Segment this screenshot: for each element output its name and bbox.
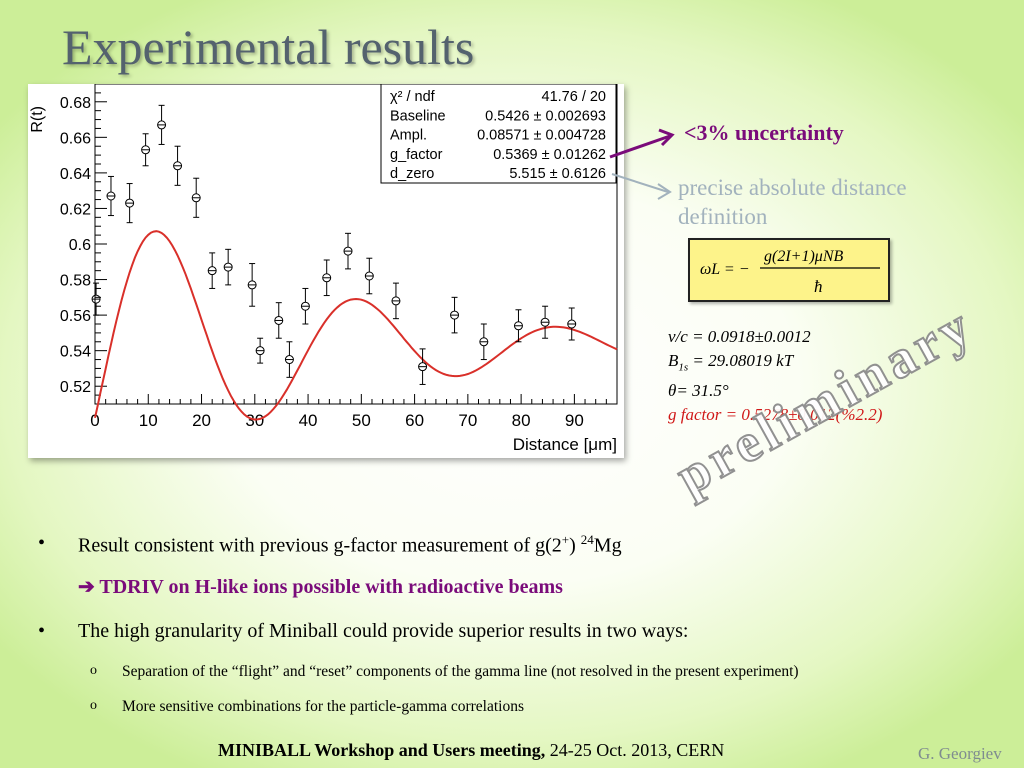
data-point	[173, 145, 183, 186]
data-point	[141, 133, 151, 167]
data-point	[479, 323, 489, 361]
y-tick-label: 0.62	[60, 201, 91, 218]
y-tick-label: 0.64	[60, 166, 91, 183]
uncertainty-note: <3% uncertainty	[684, 120, 844, 145]
data-point	[391, 282, 401, 320]
data-point	[207, 252, 217, 289]
fit-plot-panel: 0.52 0.54 0.56 0.58 0.6 0.62 0.64 0.66 0.68 0 10 20…	[28, 84, 624, 458]
angle-param: θ= 31.5°	[668, 381, 729, 401]
y-tick-label: 0.6	[69, 237, 91, 254]
data-point	[513, 309, 523, 343]
data-point	[418, 348, 428, 385]
x-tick-label: 0	[90, 411, 99, 430]
rt-vs-distance-chart: 0.52 0.54 0.56 0.58 0.6 0.62 0.64 0.66 0.68 0 10 20…	[29, 84, 618, 454]
distance-definition-note: precise absolute distance definition	[678, 175, 907, 229]
stats-label: Ampl.	[390, 128, 427, 144]
field-param: B1s = 29.08019 kT	[668, 351, 794, 374]
x-axis-label: Distance [μm]	[513, 435, 617, 454]
stats-label: g_factor	[390, 147, 443, 163]
y-tick-label: 0.58	[60, 273, 91, 290]
data-point	[223, 248, 233, 286]
data-point	[247, 263, 257, 307]
data-point	[106, 175, 116, 217]
bullet-marker: •	[38, 620, 46, 642]
sub-bullet-marker: o	[90, 663, 97, 678]
larmor-formula: ωL = − g(2I+1)μNB ħ	[700, 248, 880, 296]
x-tick-label: 60	[405, 411, 424, 430]
data-point	[274, 302, 284, 339]
x-tick-label: 80	[512, 411, 531, 430]
stats-label: Baseline	[390, 108, 446, 124]
y-axis-label: R(t)	[29, 106, 46, 133]
data-point	[300, 287, 310, 325]
data-point	[157, 104, 167, 145]
data-point	[91, 282, 101, 316]
formula-lhs: ωL = −	[700, 261, 750, 278]
data-point	[343, 232, 353, 270]
footer-event: MINIBALL Workshop and Users meeting, 24-…	[218, 740, 725, 760]
y-tick-label: 0.66	[60, 130, 91, 147]
formula-denominator: ħ	[814, 277, 823, 296]
data-point	[125, 183, 135, 224]
g-factor-result: g factor = 0.5278±0.012(%2.2)	[668, 405, 883, 425]
slide-title: Experimental results	[62, 19, 475, 75]
x-tick-label: 20	[192, 411, 211, 430]
y-tick-label: 0.56	[60, 308, 91, 325]
data-point	[540, 305, 550, 339]
stats-value: 0.5369 ± 0.01262	[493, 147, 606, 163]
stats-label: d_zero	[390, 166, 434, 182]
stats-value: 0.08571 ± 0.004728	[477, 128, 606, 144]
data-point	[284, 341, 294, 378]
data-point	[322, 259, 332, 297]
stats-value: 5.515 ± 0.6126	[509, 166, 606, 182]
formula-numerator: g(2I+1)μNB	[764, 248, 843, 265]
stats-label: χ² / ndf	[390, 89, 436, 105]
y-tick-label: 0.68	[60, 95, 91, 112]
stats-value: 0.5426 ± 0.002693	[485, 108, 606, 124]
x-tick-label: 10	[139, 411, 158, 430]
data-point	[255, 337, 265, 364]
x-tick-label: 90	[565, 411, 584, 430]
velocity-param: v/c = 0.0918±0.0012	[668, 327, 811, 346]
bullet-marker: •	[38, 532, 46, 554]
fit-curve	[94, 230, 618, 421]
y-tick-label: 0.54	[60, 344, 91, 361]
distance-arrowhead	[657, 183, 672, 200]
x-tick-label: 70	[458, 411, 477, 430]
tdriv-highlight: ➔ TDRIV on H-like ions possible with rad…	[78, 576, 563, 598]
fit-stats-box: χ² / ndf 41.76 / 20 Baseline 0.5426 ± 0.002…	[380, 84, 617, 184]
data-point	[450, 296, 460, 334]
stats-value: 41.76 / 20	[542, 89, 607, 105]
x-tick-label: 40	[299, 411, 318, 430]
larmor-formula-box: ωL = − g(2I+1)μNB ħ	[688, 238, 890, 302]
footer-author: G. Georgiev	[918, 744, 1002, 763]
experiment-parameters: v/c = 0.0918±0.0012 B1s = 29.08019 kT θ=…	[668, 325, 882, 427]
data-point	[191, 177, 201, 218]
x-tick-label: 50	[352, 411, 371, 430]
data-point	[567, 307, 577, 341]
sub-bullet-marker: o	[90, 698, 97, 713]
stats-box-frame	[380, 84, 617, 184]
uncertainty-arrowhead	[658, 128, 675, 147]
y-tick-label: 0.52	[60, 379, 91, 396]
data-point	[364, 257, 374, 295]
